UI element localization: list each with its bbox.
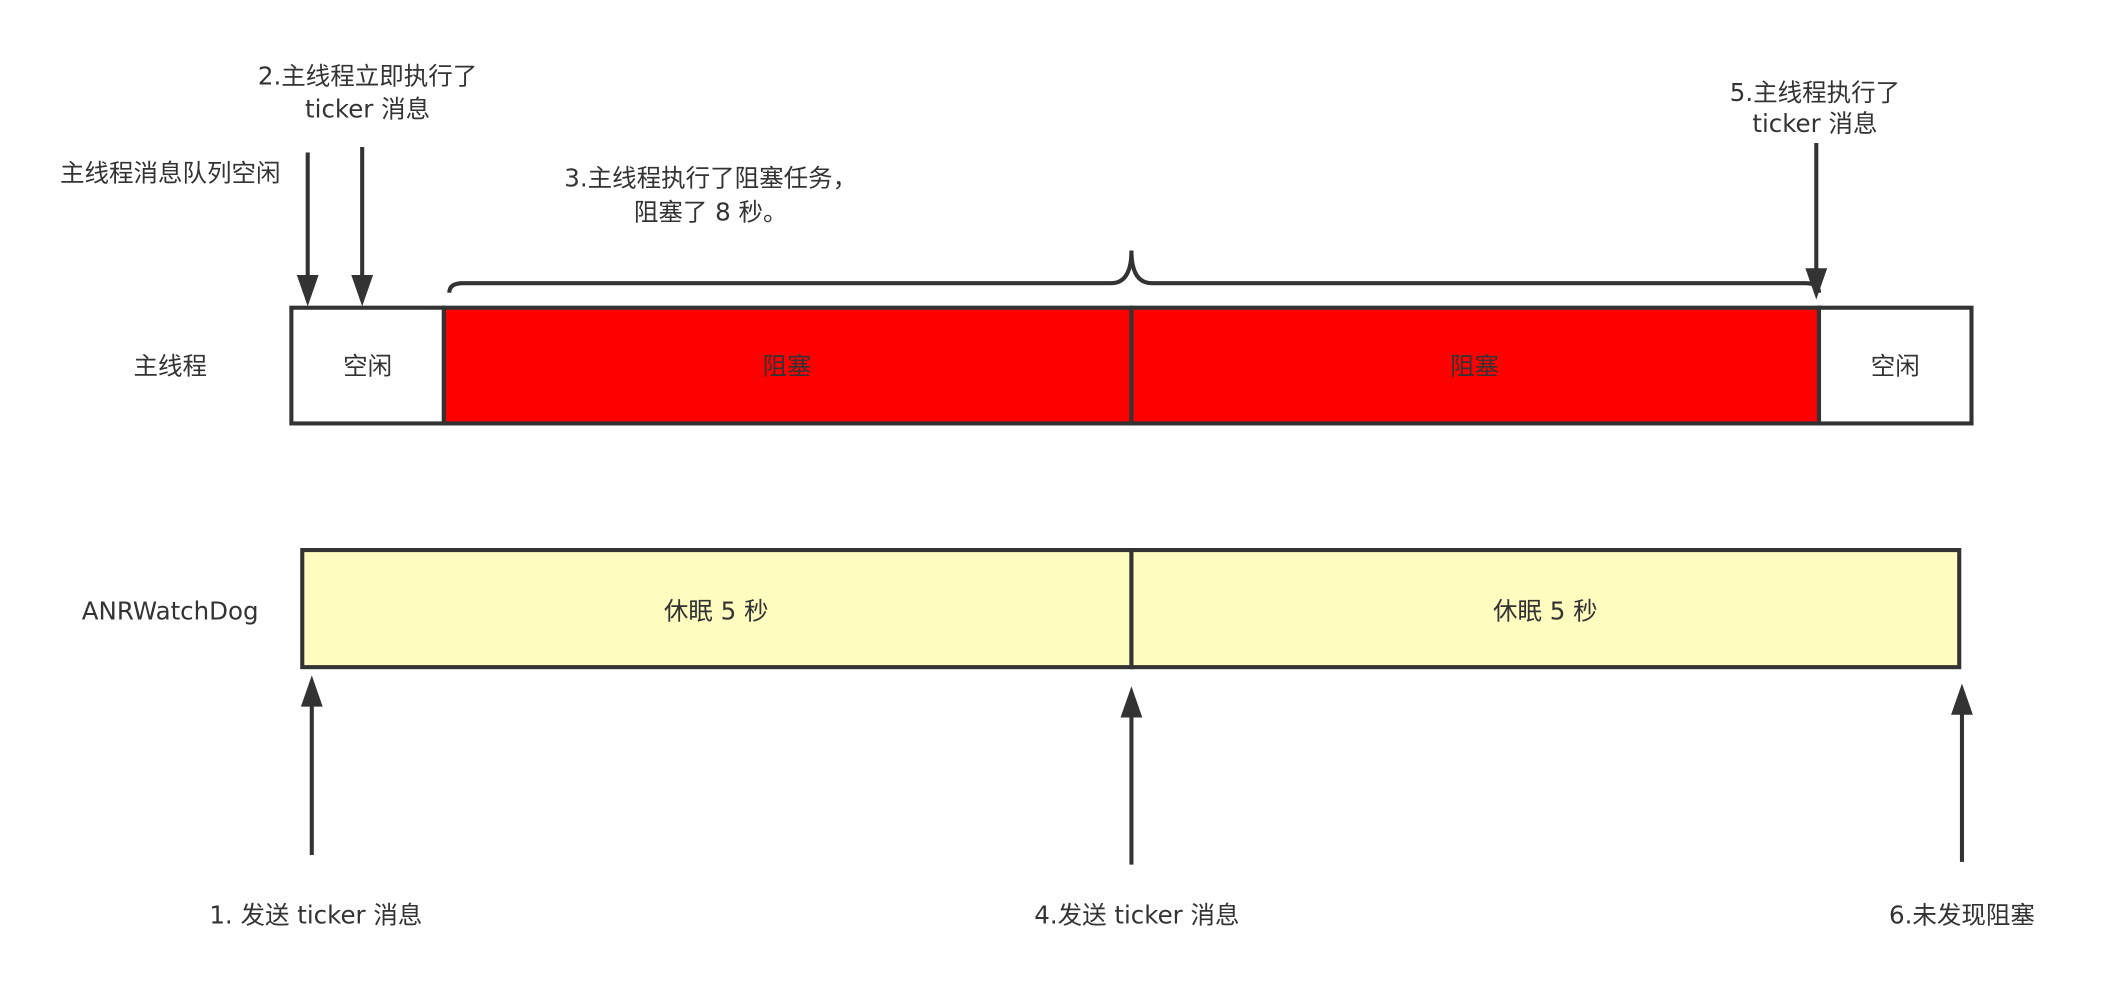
segment-label: 空闲 — [343, 352, 392, 381]
row-label: 主线程 — [133, 352, 207, 381]
segment-idle — [1816, 305, 1974, 426]
arrow-head — [1951, 683, 1973, 715]
annotation: 5.主线程执行了 — [1730, 78, 1900, 107]
annotation: 6.未发现阻塞 — [1889, 900, 2035, 929]
annotation: 主线程消息队列空闲 — [60, 158, 281, 187]
arrow-head — [1805, 268, 1828, 300]
annotation: 1. 发送 ticker 消息 — [209, 900, 422, 929]
arrow-head — [296, 275, 319, 307]
segment-label: 阻塞 — [762, 352, 811, 381]
segment-label: 休眠 5 秒 — [1493, 597, 1598, 626]
annotation: 3.主线程执行了阻塞任务， — [564, 164, 857, 193]
arrow-head — [300, 675, 323, 707]
arrow-head — [351, 275, 374, 307]
arrow-head — [1120, 686, 1143, 718]
segment-sleep — [1129, 548, 1962, 670]
segment-sleep — [300, 548, 1134, 670]
annotation: 4.发送 ticker 消息 — [1034, 900, 1239, 929]
segment-label: 阻塞 — [1450, 352, 1499, 381]
brace — [447, 250, 1822, 293]
segment-idle — [289, 305, 446, 426]
annotation: 阻塞了 8 秒。 — [634, 198, 788, 227]
annotation: 2.主线程立即执行了 — [258, 62, 477, 91]
row-label: ANRWatchDog — [82, 597, 259, 626]
segment-label: 空闲 — [1871, 352, 1920, 381]
segment-blocked — [1129, 305, 1822, 426]
segment-label: 休眠 5 秒 — [664, 597, 769, 626]
annotation: ticker 消息 — [305, 94, 430, 123]
segment-blocked — [441, 305, 1134, 426]
annotation: ticker 消息 — [1752, 109, 1877, 138]
